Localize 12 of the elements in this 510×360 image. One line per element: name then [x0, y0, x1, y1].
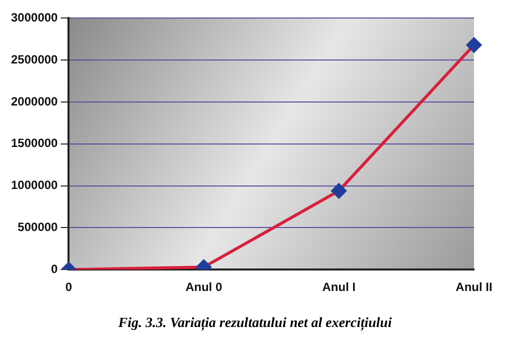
- x-tick-label: 0: [65, 280, 72, 294]
- text: Fig. 3.3. Variația rezultatului net al exercițiului: [117, 316, 393, 332]
- y-tick-label: 2000000: [11, 94, 58, 108]
- y-tick-label: 0: [51, 262, 58, 276]
- y-tick-label: 2500000: [11, 52, 58, 66]
- y-tick-label: 3000000: [11, 10, 58, 25]
- x-tick-label: Anul II: [456, 280, 492, 294]
- y-tick-label: 1000000: [11, 178, 58, 192]
- x-tick-label: Anul I: [322, 280, 356, 294]
- x-tick-label: Anul 0: [185, 280, 222, 294]
- y-tick-label: 500000: [18, 220, 58, 234]
- y-tick-label: 1500000: [11, 136, 58, 150]
